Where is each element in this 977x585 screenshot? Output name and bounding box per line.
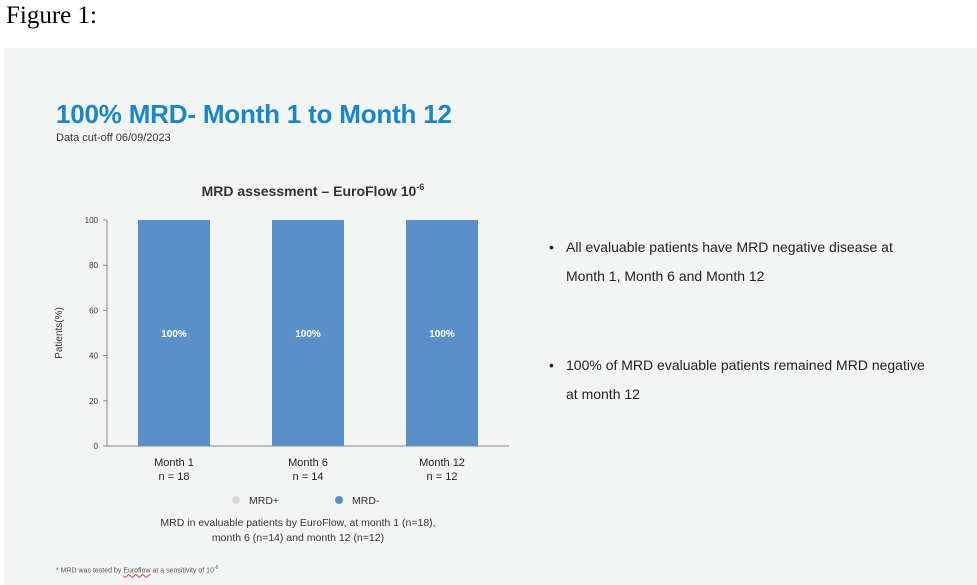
y-axis-label: Patients(%) [54,307,65,359]
y-tick-label: 100 [85,216,99,225]
bullet-dot-icon: • [549,239,554,255]
x-tick-sublabel: n = 12 [427,471,458,483]
slide-panel: 100% MRD- Month 1 to Month 12 Data cut-o… [4,48,977,585]
chart-caption-line-1: MRD in evaluable patients by EuroFlow, a… [160,517,435,529]
bullet-text: All evaluable patients have MRD negative… [566,239,893,284]
y-tick-label: 40 [89,352,98,361]
footnote-exponent: -6 [213,565,219,571]
x-tick-label: Month 1 [154,457,194,469]
bar-mrd--month-1 [138,220,210,446]
footnote: * MRD was tested by Euroflow at a sensit… [56,565,218,574]
legend-marker [335,496,343,504]
y-tick-label: 60 [89,306,98,315]
bar-mrd--month-6 [272,220,344,446]
chart: MRD assessment – EuroFlow 10-6 0 20 40 60 80… [54,182,509,544]
bar-data-label: 100% [429,329,455,340]
bar-mrd--month-12 [406,220,478,446]
chart-title: MRD assessment – EuroFlow 10-6 [202,182,425,199]
footnote-prefix: * MRD was tested by [56,567,124,575]
legend-label: MRD- [352,495,380,507]
figure-label: Figure 1: [6,2,97,29]
footnote-suffix: at a sensitivity of 10 [150,567,214,575]
bar-data-label: 100% [295,329,321,340]
bar-data-label: 100% [161,329,187,340]
footnote-method: Euroflow [123,567,151,575]
y-tick-label: 80 [89,261,98,270]
y-tick-label: 0 [94,442,99,451]
bullet-text: 100% of MRD evaluable patients remained … [566,357,925,402]
legend-marker [232,496,240,504]
bullet-item: • 100% of MRD evaluable patients remaine… [549,351,929,409]
x-tick-sublabel: n = 18 [159,471,190,483]
bullet-dot-icon: • [549,357,554,373]
x-tick-label: Month 12 [419,457,465,469]
data-cutoff-text: Data cut-off 06/09/2023 [56,132,171,144]
legend-label: MRD+ [249,495,279,507]
bullet-item: • All evaluable patients have MRD negati… [549,233,929,291]
x-tick-sublabel: n = 14 [293,471,324,483]
chart-caption-line-2: month 6 (n=14) and month 12 (n=12) [212,532,384,544]
x-tick-label: Month 6 [288,457,328,469]
y-tick-label: 20 [89,397,98,406]
slide-title: 100% MRD- Month 1 to Month 12 [56,99,452,129]
